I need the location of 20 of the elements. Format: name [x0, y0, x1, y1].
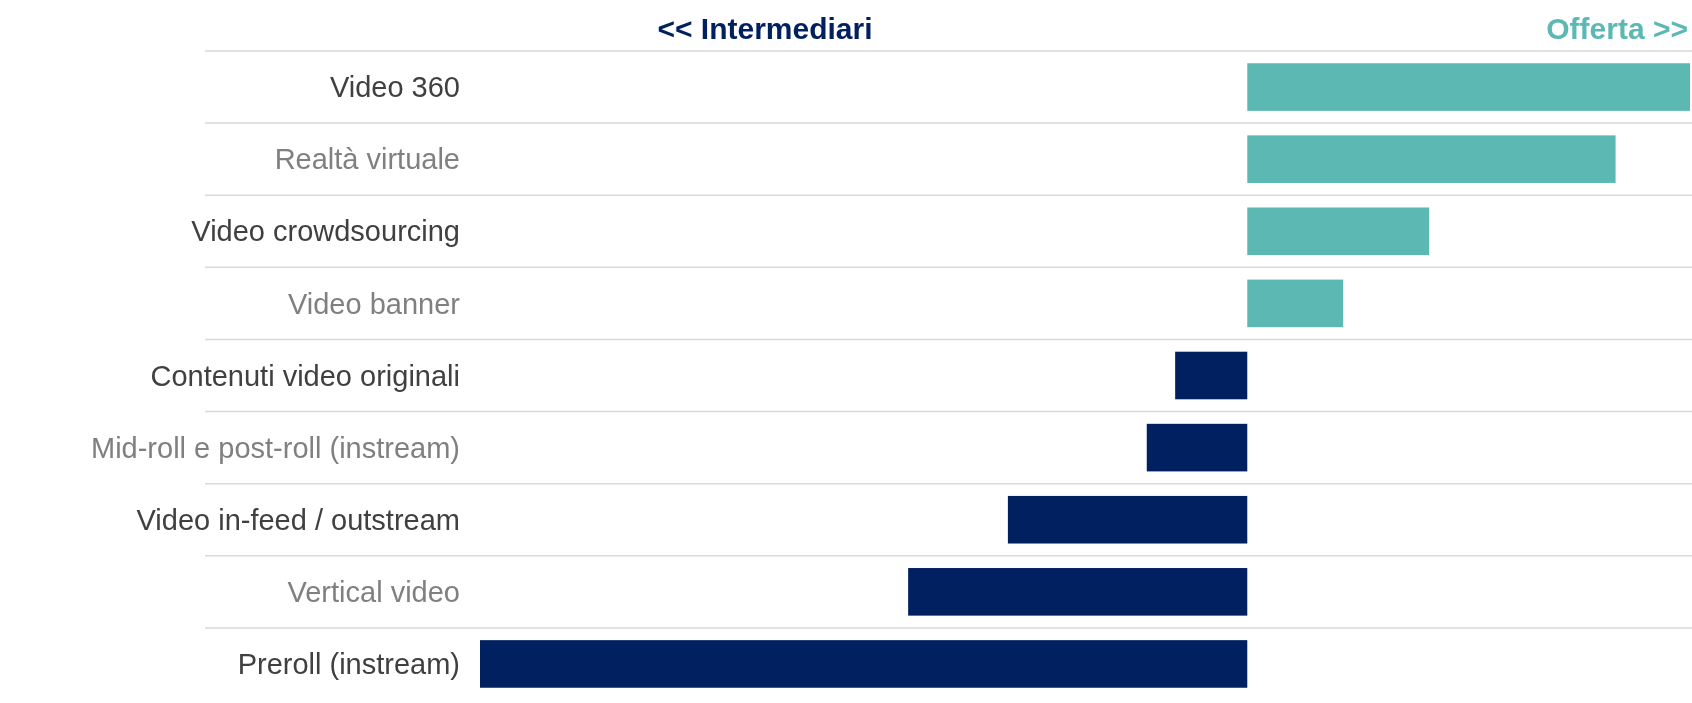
y-tick-label: Video 360 — [329, 71, 460, 104]
bar — [1175, 351, 1248, 400]
y-tick-label: Mid-roll e post-roll (instream) — [90, 431, 460, 464]
bar — [1247, 207, 1430, 256]
bar — [1007, 495, 1248, 544]
y-tick-label: Preroll (instream) — [237, 648, 460, 681]
y-tick-label: Video banner — [287, 287, 461, 320]
y-tick-label: Video in-feed / outstream — [136, 503, 460, 536]
text: Offerta >> — [1546, 11, 1688, 45]
bar — [908, 568, 1248, 616]
y-tick-label: Vertical video — [287, 575, 460, 608]
bar — [1146, 423, 1248, 472]
bar — [1247, 135, 1616, 183]
y-tick-label: Contenuti video originali — [150, 359, 460, 392]
text: << Intermediari — [657, 11, 873, 45]
y-tick-label: Video crowdsourcing — [191, 215, 460, 248]
bar — [1247, 63, 1690, 111]
bar — [480, 640, 1248, 688]
y-tick-label: Realtà virtuale — [274, 143, 460, 176]
bar — [1247, 279, 1344, 328]
